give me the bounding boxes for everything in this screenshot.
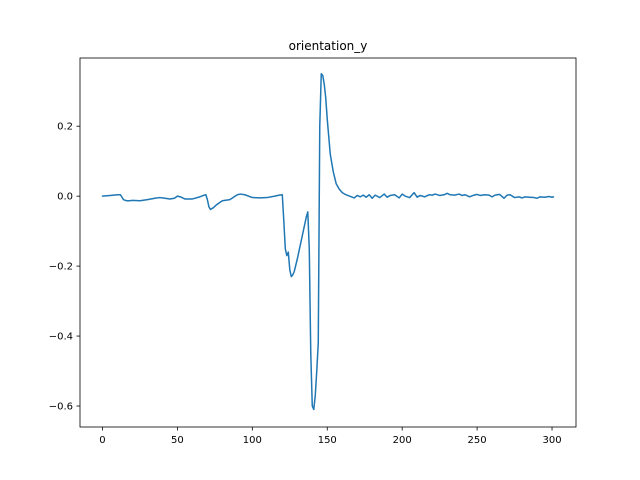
y-tick-label: 0.0 (57, 192, 73, 203)
x-tick-label: 200 (393, 435, 412, 446)
axes-frame (79, 57, 577, 428)
x-tick-label: 50 (171, 435, 184, 446)
chart-title: orientation_y (289, 39, 368, 53)
x-tick-label: 250 (468, 435, 487, 446)
x-tick-label: 0 (99, 435, 105, 446)
x-tick-label: 100 (243, 435, 262, 446)
x-tick-label: 300 (542, 435, 561, 446)
y-tick-label: −0.4 (49, 332, 73, 343)
y-tick-label: 0.2 (57, 122, 73, 133)
series-line-0 (101, 72, 555, 411)
y-tick-label: −0.6 (49, 402, 73, 413)
plot-area: 0 50 100 150 200 250 300 −0.6 −0.4 −0.2 0.0 0.2 (49, 57, 577, 446)
x-tick-label: 150 (318, 435, 337, 446)
y-tick-label: −0.2 (49, 262, 73, 273)
